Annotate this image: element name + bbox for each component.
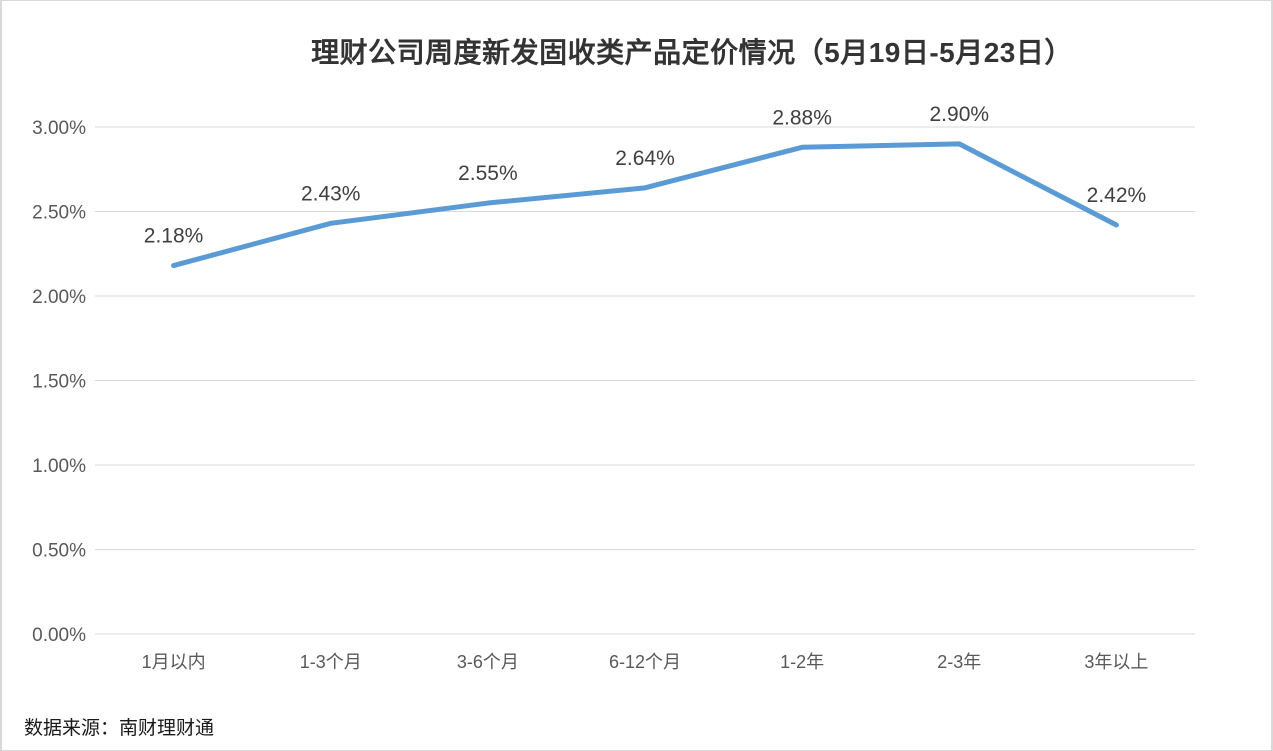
x-axis-tick-label: 6-12个月 [609, 652, 681, 672]
data-point-label: 2.18% [144, 225, 204, 248]
y-axis-tick-label: 2.00% [32, 287, 86, 308]
data-point-label: 2.64% [615, 147, 675, 170]
data-point-label: 2.43% [301, 182, 361, 205]
data-point-label: 2.90% [930, 103, 990, 126]
chart-title: 理财公司周度新发固收类产品定价情况（5月19日-5月23日） [311, 37, 1073, 68]
y-axis-tick-label: 1.50% [32, 372, 86, 393]
y-axis-tick-label: 1.00% [32, 456, 86, 477]
x-axis-tick-label: 1-2年 [780, 652, 824, 672]
y-axis-tick-label: 0.00% [32, 625, 86, 646]
data-point-label: 2.88% [772, 106, 832, 129]
x-axis-tick-label: 3年以上 [1084, 652, 1148, 672]
data-point-label: 2.42% [1087, 184, 1147, 207]
y-axis-tick-label: 0.50% [32, 541, 86, 562]
y-axis-tick-label: 2.50% [32, 203, 86, 224]
x-axis-tick-label: 1月以内 [142, 652, 206, 672]
x-axis-tick-label: 3-6个月 [457, 652, 519, 672]
data-point-label: 2.55% [458, 162, 518, 185]
x-axis-tick-label: 1-3个月 [300, 652, 362, 672]
data-source-note: 数据来源：南财理财通 [24, 718, 215, 739]
data-series-line [171, 141, 1119, 269]
x-axis-tick-label: 2-3年 [937, 652, 981, 672]
y-axis-tick-label: 3.00% [32, 118, 86, 139]
